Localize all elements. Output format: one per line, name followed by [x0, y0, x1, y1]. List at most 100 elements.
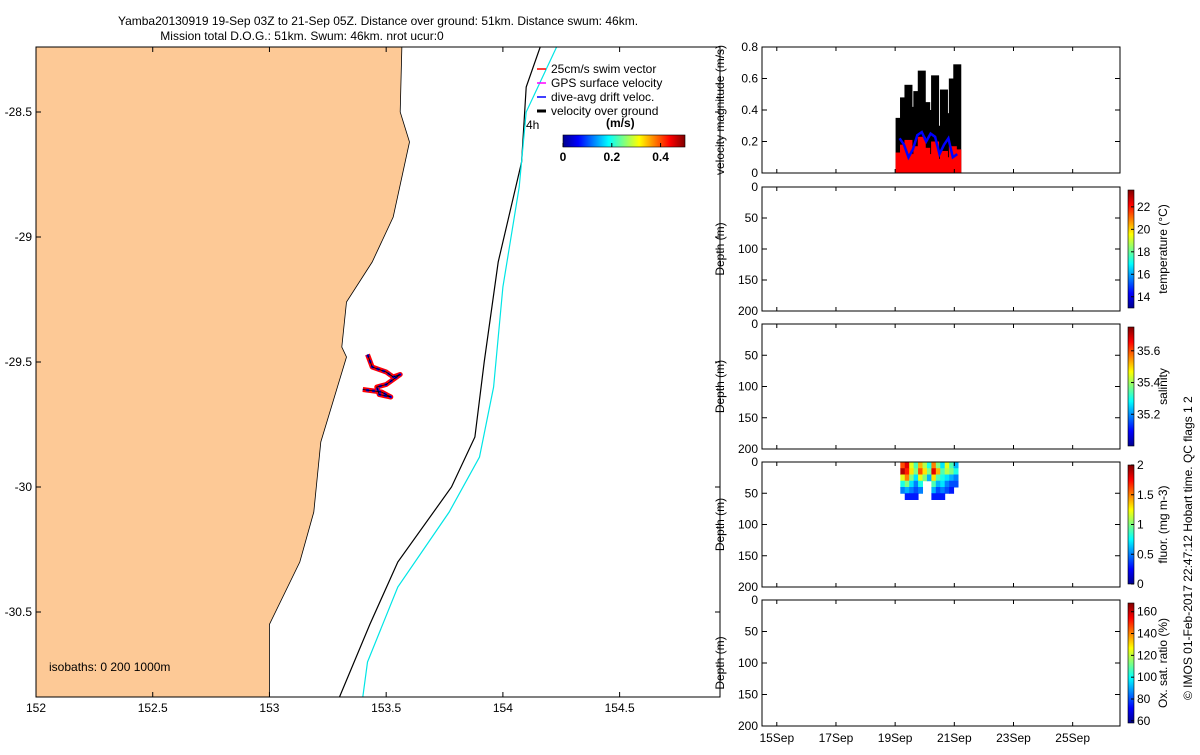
map-x-tick-label: 153.5: [371, 701, 401, 715]
map-y-tick-label: -29.5: [5, 355, 33, 369]
fluorescence-cell: [922, 474, 928, 482]
panel-y-tick-label: 50: [745, 625, 759, 639]
legend-vog-label: velocity over ground: [551, 104, 658, 118]
panel-colorbar-tick-label: 1: [1137, 518, 1144, 532]
panel-y-tick-label: 150: [738, 549, 758, 563]
panel-y-tick-label: 0.2: [741, 135, 758, 149]
isobaths-note: isobaths: 0 200 1000m: [49, 660, 170, 674]
velocity-over-ground-bar: [922, 102, 931, 173]
swim-speed-bar: [939, 150, 948, 173]
map-x-tick-label: 152.5: [138, 701, 168, 715]
panel-colorbar-tick-label: 60: [1137, 714, 1151, 728]
map-legend: 25cm/s swim vector GPS surface velocity …: [526, 62, 686, 164]
panel-y-tick-label: 50: [745, 211, 759, 225]
fluorescence-cell: [944, 462, 950, 469]
panel-y-tick-label: 0.8: [741, 40, 758, 54]
panel-y-tick-label: 0: [751, 166, 758, 180]
map-x-tick-label: 152: [26, 701, 46, 715]
panel-colorbar-tick-label: 20: [1137, 222, 1151, 236]
swim-speed-bar: [895, 152, 904, 173]
map-x-tick-label: 154: [493, 701, 513, 715]
panel-y-tick-label: 200: [738, 580, 758, 594]
fluorescence-cell: [949, 480, 955, 488]
velocity-over-ground-bar: [948, 78, 957, 173]
fluorescence-cell: [935, 474, 941, 482]
fluorescence-cell: [926, 474, 932, 482]
fluorescence-cell: [931, 493, 937, 500]
panel-fluorescence_panel: 0 50 100 150 200 Depth (m) 0 0.5 1 1.5 2 fluor. (mg…: [713, 455, 1170, 594]
panel-x-tick-label: 19Sep: [878, 731, 913, 745]
fluorescence-cell: [904, 487, 910, 494]
panel-background: [762, 187, 1120, 311]
isobath-200m: [338, 47, 541, 697]
fluorescence-cell: [913, 474, 919, 482]
panel-temperature_panel: 0 50 100 150 200 Depth (m) 14 16 18 20 22 temperatu…: [713, 180, 1170, 318]
speed-colorbar-tick-label: 0: [560, 150, 567, 164]
fluorescence-cell: [940, 480, 946, 488]
panel-colorbar-tick-label: 160: [1137, 605, 1157, 619]
fluorescence-cell: [909, 462, 915, 469]
title-line-1: Yamba20130919 19-Sep 03Z to 21-Sep 05Z. …: [118, 14, 638, 28]
fluorescence-cell: [935, 462, 941, 469]
fluorescence-cell: [940, 474, 946, 482]
fluorescence-cell: [918, 487, 924, 494]
fluorescence-cell: [931, 462, 937, 469]
speed-colorbar-tick-label: 0.4: [652, 150, 669, 164]
fluorescence-cell: [926, 462, 932, 469]
panel-y-tick-label: 100: [738, 656, 758, 670]
panel-colorbar-tick-label: 35.6: [1137, 344, 1161, 358]
panel-y-tick-label: 50: [745, 348, 759, 362]
fluorescence-cell: [931, 468, 937, 475]
panel-x-tick-label: 25Sep: [1055, 731, 1090, 745]
fluorescence-cell: [944, 487, 950, 494]
fluorescence-cell: [953, 474, 959, 482]
panel-y-tick-label: 0: [751, 593, 758, 607]
panel-y-tick-label: 100: [738, 518, 758, 532]
fluorescence-cell: [904, 493, 910, 500]
fluorescence-cell: [922, 468, 928, 475]
panel-colorbar-tick-label: 22: [1137, 200, 1151, 214]
fluorescence-cell: [904, 474, 910, 482]
speed-colorbar-ticks: 0 0.2 0.4: [560, 143, 669, 164]
fluorescence-cell: [949, 487, 955, 494]
fluorescence-cell: [935, 480, 941, 488]
fluorescence-cell: [918, 462, 924, 469]
fluorescence-cell: [935, 487, 941, 494]
panel-x-tick-label: 23Sep: [996, 731, 1031, 745]
panel-colorbar-tick-label: 2: [1137, 458, 1144, 472]
map-y-tick-label: -29: [15, 230, 33, 244]
velocity-over-ground-bar: [917, 70, 926, 173]
map-x-tick-label: 153: [259, 701, 279, 715]
velocity-over-ground-bar: [908, 106, 917, 173]
fluorescence-cell: [949, 468, 955, 475]
fluorescence-cell: [949, 462, 955, 469]
panel-colorbar-label: salinity: [1156, 368, 1170, 405]
panel-colorbar: [1127, 326, 1135, 447]
swim-speed-bar: [944, 157, 953, 173]
panel-colorbar-tick-label: 18: [1137, 245, 1151, 259]
panel-y-axis-label: Depth (m): [713, 360, 727, 413]
fluorescence-cell: [949, 474, 955, 482]
fluorescence-cell: [909, 468, 915, 475]
panel-colorbar-label: Ox. sat. ratio (%): [1156, 618, 1170, 708]
panel-y-tick-label: 100: [738, 380, 758, 394]
panel-colorbar-label: temperature (°C): [1156, 204, 1170, 294]
fluorescence-cell: [931, 487, 937, 494]
panel-x-tick-label: 21Sep: [937, 731, 972, 745]
panel-colorbar: [1127, 189, 1135, 309]
fluorescence-cell: [913, 468, 919, 475]
map-x-ticks: 152 152.5 153 153.5 154 154.5: [26, 47, 635, 715]
drift-speed-line: [898, 130, 959, 161]
panel-x-tick-label: 15Sep: [759, 731, 794, 745]
time-series-panels: 0 0.2 0.4 0.6 0.8 velocity magnitude (m/s) 0 50…: [713, 40, 1170, 745]
panel-y-tick-label: 0.6: [741, 72, 758, 86]
map-y-tick-label: -28.5: [5, 105, 33, 119]
fluorescence-cell: [904, 462, 910, 469]
panel-colorbar-tick-label: 140: [1137, 627, 1157, 641]
legend-swim-label: 25cm/s swim vector: [551, 62, 656, 76]
fluorescence-cell: [953, 480, 959, 488]
fluorescence-cell: [900, 462, 906, 469]
swim-speed-bar: [908, 154, 917, 173]
fluorescence-cell: [913, 480, 919, 488]
